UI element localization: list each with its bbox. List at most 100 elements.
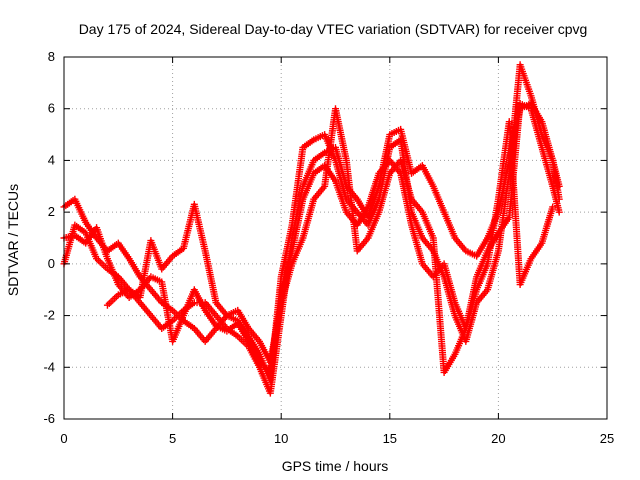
marker-trail [397,172,415,227]
marker-trail [408,223,426,266]
marker-trail [94,256,110,271]
marker-trail [376,172,393,214]
marker-trail [474,288,490,305]
marker-trail [474,262,491,292]
marker-trail [496,215,512,235]
marker-trail [311,184,327,201]
marker-trail [452,327,469,356]
marker-trail [484,249,502,292]
marker-trail [343,159,361,253]
marker-trail [505,120,524,286]
marker-trail [62,197,77,210]
series-4 [103,105,557,376]
marker-trail [528,241,544,261]
marker-trail [170,314,187,343]
x-tick-label: 25 [600,431,614,446]
marker-trail [148,288,164,305]
marker-trail [538,146,556,188]
marker-trail [203,326,218,344]
marker-trail [246,326,262,344]
marker-trail [332,107,350,162]
marker-trail [388,126,402,138]
marker-trail [549,159,563,201]
marker-trail [388,137,403,150]
marker-trail [365,171,382,209]
marker-trail [235,308,251,330]
marker-trail [138,300,153,318]
marker-trail [354,205,371,227]
marker-trail [289,197,306,253]
marker-trail [453,236,468,253]
marker-trail [365,197,382,227]
marker-trail [419,164,436,188]
marker-trail [419,210,436,240]
x-tick-label: 0 [60,431,67,446]
marker-trail [355,236,371,253]
marker-trail [312,150,327,163]
y-tick-label: -6 [43,411,55,426]
marker-trail [441,262,458,304]
marker-trail [246,339,262,364]
x-axis-label: GPS time / hours [282,458,389,474]
y-tick-label: 0 [48,256,55,271]
marker-trail [289,236,306,266]
marker-trail [116,241,132,261]
marker-trail [214,300,229,318]
marker-trail [180,288,197,317]
marker-trail [246,334,262,356]
marker-trail [149,274,164,285]
marker-trail [462,288,480,330]
marker-trail [409,163,425,176]
marker-trail [225,307,240,319]
marker-trail [539,133,556,162]
y-tick-label: 8 [48,49,55,64]
marker-trail [159,254,175,271]
marker-trail [267,301,285,364]
marker-trail [148,239,165,271]
marker-trail [236,334,251,349]
x-tick-label: 5 [169,431,176,446]
marker-trail [214,323,229,334]
marker-trail [332,179,350,214]
marker-trail [397,159,415,201]
marker-trail [409,197,425,214]
marker-trail [127,287,142,300]
marker-trail [235,321,251,343]
y-tick-label: 6 [48,101,55,116]
marker-trail [312,132,326,143]
marker-trail [225,321,240,334]
y-tick-label: -2 [43,308,55,323]
marker-trail [72,197,89,224]
marker-trail [441,210,458,240]
marker-trail [136,239,154,299]
marker-trail [105,293,120,308]
marker-trail [549,184,563,214]
marker-trail [203,300,218,318]
plot-frame [63,56,608,420]
marker-trail [528,94,545,136]
marker-trail [278,223,296,279]
marker-trail [332,159,350,201]
marker-trail [93,226,111,260]
marker-trail [246,345,262,369]
marker-trail [288,146,307,227]
marker-trail [278,262,295,304]
marker-trail [365,210,382,240]
marker-trail [462,301,480,343]
x-tick-label: 20 [491,431,505,446]
marker-trail [202,249,220,304]
y-axis-label: SDTVAR / TECUs [5,184,21,296]
marker-trail [332,146,350,188]
marker-trail [528,107,545,149]
x-tick-label: 15 [383,431,397,446]
marker-trail [464,248,479,259]
data-point [549,203,557,211]
marker-trail [73,222,88,236]
marker-trail [518,101,533,112]
marker-trail [300,172,317,201]
marker-trail [441,352,458,374]
marker-trail [517,257,534,286]
marker-trail [429,236,448,374]
y-tick-label: 2 [48,204,55,219]
